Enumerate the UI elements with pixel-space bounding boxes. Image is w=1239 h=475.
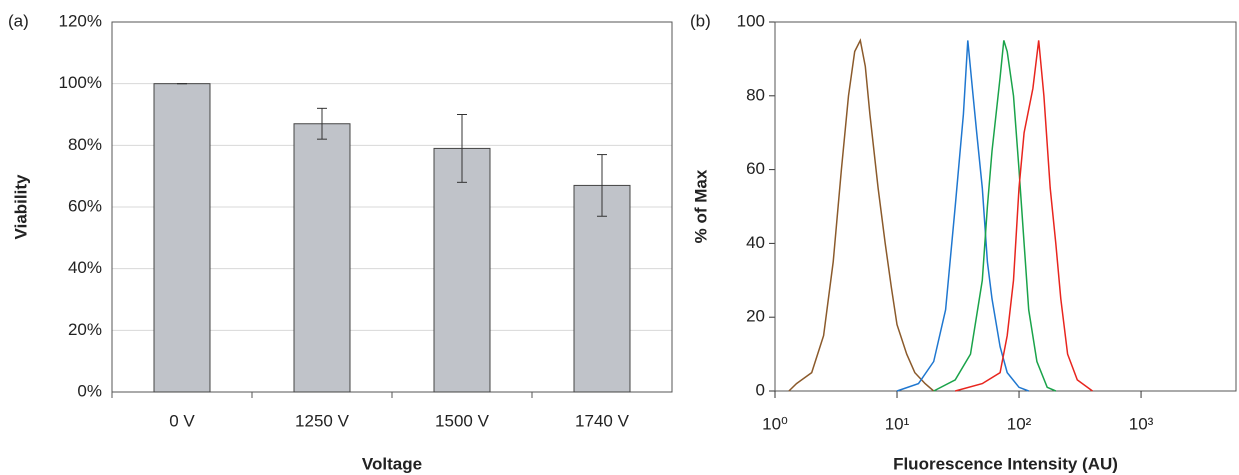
panel-label: (a) — [8, 11, 29, 30]
y-tick-label: 60% — [68, 196, 102, 215]
bar — [293, 123, 351, 393]
y-tick-label: 80 — [746, 85, 765, 104]
y-tick-label: 40% — [68, 258, 102, 277]
y-axis-label: Viability — [11, 174, 30, 239]
x-axis-label: Fluorescence Intensity (AU) — [893, 454, 1118, 473]
x-tick-label: 0 V — [169, 411, 195, 430]
histogram-line — [788, 38, 935, 392]
y-tick-label: 40 — [746, 233, 765, 252]
y-tick-label: 0% — [77, 381, 102, 400]
y-tick-label: 0 — [756, 380, 765, 399]
y-tick-label: 20% — [68, 320, 102, 339]
y-tick-label: 60 — [746, 159, 765, 178]
y-tick-label: 100% — [59, 73, 102, 92]
y-tick-label: 20 — [746, 307, 765, 326]
bar — [573, 184, 631, 393]
histogram-line — [955, 40, 1093, 392]
y-tick-label: 80% — [68, 135, 102, 154]
x-tick-label: 1740 V — [575, 411, 630, 430]
y-tick-label: 100 — [737, 11, 765, 30]
panel-label: (b) — [690, 11, 711, 30]
y-tick-label: 120% — [59, 11, 102, 30]
histogram-line — [933, 40, 1057, 392]
x-axis-label: Voltage — [362, 454, 422, 473]
y-axis-label: % of Max — [691, 169, 710, 243]
x-tick-label: 1500 V — [435, 411, 490, 430]
bar — [433, 147, 491, 393]
x-tick-label: 10³ — [1129, 414, 1154, 433]
x-tick-label: 10² — [1007, 414, 1032, 433]
x-tick-label: 10¹ — [885, 414, 910, 433]
histogram-line — [896, 40, 1029, 392]
bar — [153, 83, 211, 393]
x-tick-label: 10⁰ — [762, 414, 788, 433]
x-tick-label: 1250 V — [295, 411, 350, 430]
plot-frame — [774, 21, 1237, 392]
